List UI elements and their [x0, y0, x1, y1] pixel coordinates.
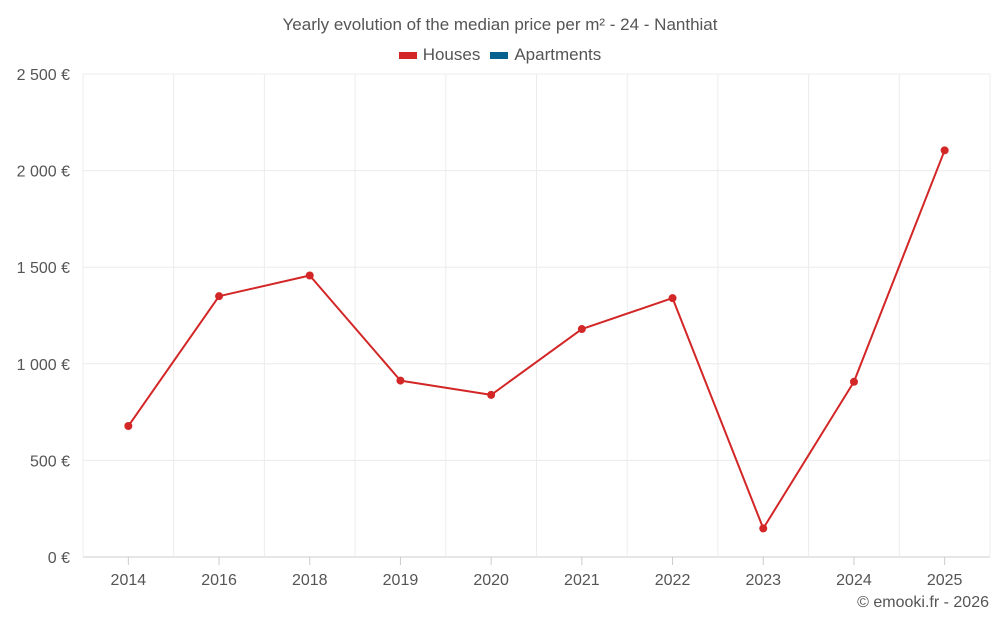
- data-point: [940, 146, 949, 155]
- series-line-houses: [127, 149, 946, 530]
- data-point: [849, 377, 858, 386]
- legend-swatch-houses: [398, 51, 417, 59]
- data-point: [487, 390, 496, 399]
- legend-label-apartments: Apartments: [514, 45, 602, 64]
- legend-label-houses: Houses: [422, 45, 481, 64]
- y-tick-label: 0 €: [48, 550, 70, 567]
- x-tick-label: 2020: [473, 572, 509, 589]
- chart-title: Yearly evolution of the median price per…: [282, 15, 718, 34]
- x-tick-label: 2023: [745, 572, 781, 589]
- x-tick-label: 2019: [383, 572, 419, 589]
- x-tick-label: 2018: [292, 572, 328, 589]
- data-point: [396, 376, 405, 385]
- y-tick-label: 1 500 €: [17, 260, 70, 277]
- data-point: [668, 294, 677, 303]
- y-tick-label: 500 €: [30, 453, 70, 470]
- data-point: [215, 292, 224, 301]
- x-tick-label: 2025: [927, 572, 963, 589]
- data-point: [577, 325, 586, 334]
- x-tick-label: 2022: [655, 572, 691, 589]
- x-tick-label: 2024: [836, 572, 872, 589]
- legend: Houses Apartments: [0, 45, 1000, 65]
- legend-item-houses[interactable]: Houses: [398, 45, 481, 65]
- data-point: [305, 271, 314, 280]
- credit-text: © emooki.fr - 2026: [857, 594, 989, 611]
- data-point: [759, 524, 768, 533]
- y-tick-label: 2 000 €: [17, 164, 70, 181]
- y-tick-label: 1 000 €: [17, 357, 70, 374]
- y-tick-label: 2 500 €: [17, 67, 70, 84]
- x-tick-label: 2021: [564, 572, 600, 589]
- legend-swatch-apartments: [490, 51, 509, 59]
- x-tick-label: 2014: [111, 572, 147, 589]
- data-point: [124, 422, 133, 431]
- legend-item-apartments[interactable]: Apartments: [490, 45, 601, 65]
- x-tick-label: 2016: [201, 572, 237, 589]
